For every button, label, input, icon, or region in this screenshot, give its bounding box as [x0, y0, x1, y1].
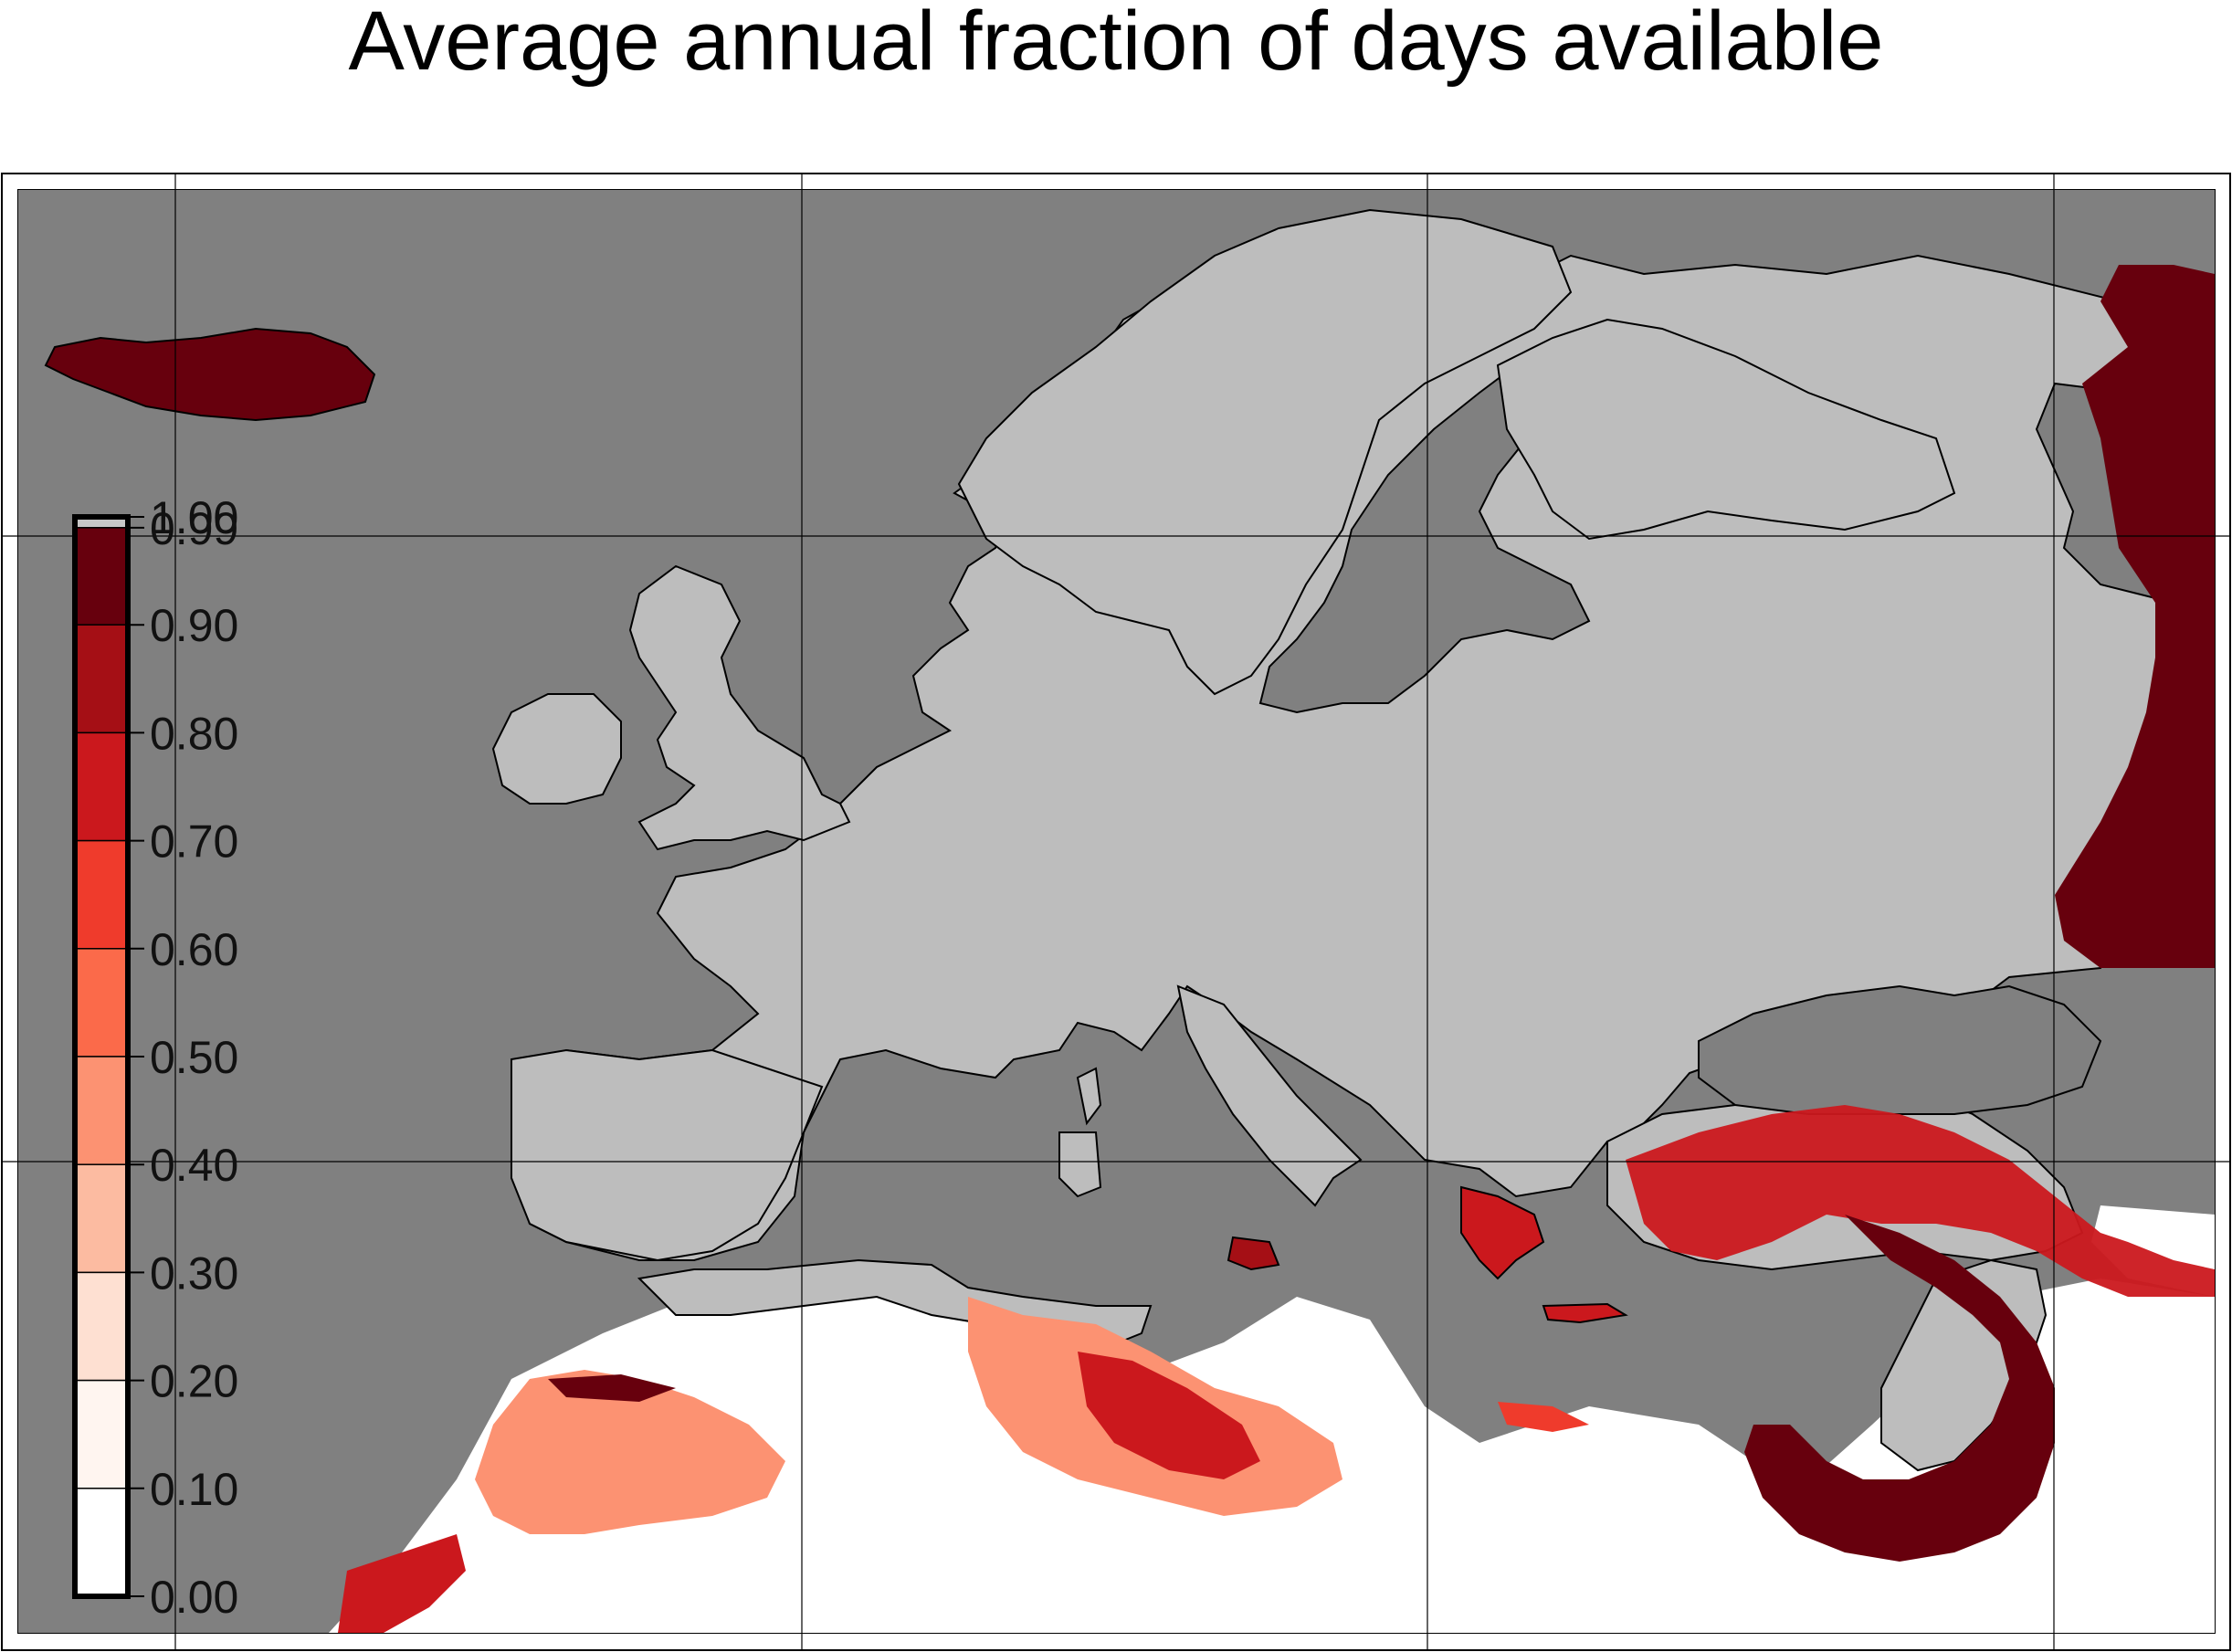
land-ireland: [491, 693, 622, 805]
region-libya-red: [1498, 1402, 1589, 1432]
map-area: [18, 190, 2215, 1633]
graticule: [2, 174, 2230, 1650]
region-morocco-dark: [548, 1374, 676, 1402]
colorbar-bin: [74, 624, 129, 734]
region-levant-arc: [1744, 1215, 2055, 1562]
colorbar-tick-label: 0.00: [150, 1572, 238, 1623]
colorbar-tick-label: 1.00: [150, 492, 238, 543]
colorbar-tick-label: 0.70: [150, 816, 238, 868]
map-title: Average annual fraction of days availabl…: [348, 0, 1884, 88]
region-greece: [1460, 1185, 1545, 1280]
colorbar-bin: [74, 1271, 129, 1382]
region-morocco-fade: [475, 1370, 785, 1534]
colorbar-tick-label: 0.99: [150, 503, 238, 554]
land-corsica: [1076, 1067, 1102, 1126]
black-sea: [1698, 984, 2102, 1115]
land-finland: [1496, 318, 1956, 541]
colorbar-bin: [74, 1163, 129, 1274]
land-iberia: [511, 1048, 824, 1262]
colorbar-bin: [74, 839, 129, 950]
region-sicily: [1227, 1236, 1280, 1271]
colorbar-bin: [74, 1488, 129, 1597]
colorbar-tick-label: 0.10: [150, 1464, 238, 1515]
region-iceland: [44, 327, 376, 422]
colorbar-bin: [74, 731, 129, 842]
colorbar-bin: [74, 1379, 129, 1489]
map-frame-outer: [1, 173, 2231, 1651]
colorbar-tick-label: 0.30: [150, 1247, 238, 1299]
region-spain-south: [338, 1534, 466, 1633]
colorbar-bin: [74, 527, 129, 626]
region-tunisia-red: [1078, 1352, 1260, 1479]
region-east-russia: [2055, 265, 2215, 968]
colorbar-legend: 1.000.99 0.90 0.80 0.70 0.60 0.50 0.40 0.30 0.20…: [72, 492, 238, 1623]
land-great-britain: [628, 564, 851, 851]
colorbar-tick-label: 0.90: [150, 600, 238, 651]
colorbar-tick-label: 0.60: [150, 924, 238, 975]
colorbar-tick-label: 0.20: [150, 1356, 238, 1407]
land-scandinavia: [957, 208, 1573, 696]
land-italy: [1176, 984, 1363, 1207]
colorbar-bin: [74, 948, 129, 1057]
region-crete: [1542, 1302, 1628, 1324]
colorbar-bin: [74, 1056, 129, 1165]
land-sardinia: [1058, 1131, 1102, 1198]
colorbar-tick-label: 0.40: [150, 1140, 238, 1191]
region-anatolia-red: [1626, 1105, 2215, 1297]
colorbar-tick-label: 0.50: [150, 1032, 238, 1083]
colorbar-tick-label: 0.80: [150, 708, 238, 759]
